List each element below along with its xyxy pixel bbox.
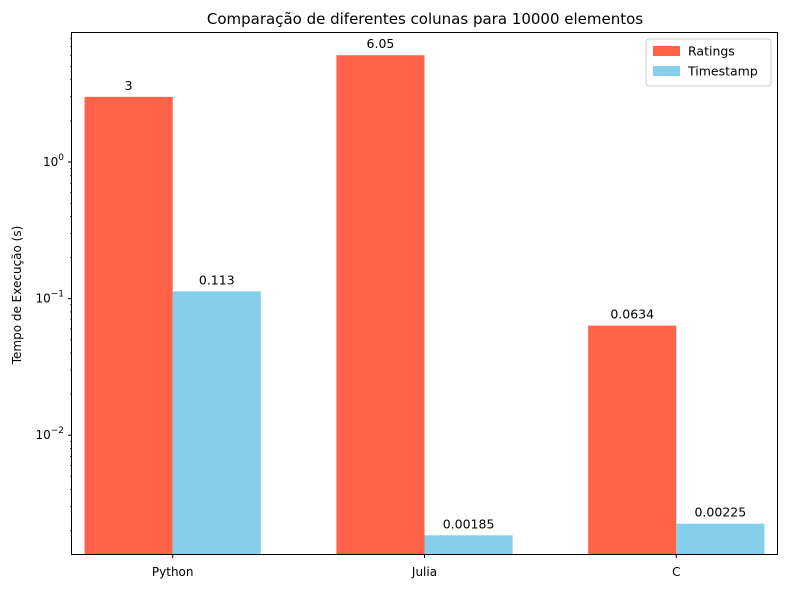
bars-group [84,55,765,555]
y-tick-label: 10−2 [35,426,64,442]
legend-label-ratings: Ratings [688,44,735,59]
y-axis: 10−2 10−1 100 [35,38,72,532]
bar-ratings-c [588,325,677,554]
x-tick-label: Python [152,565,194,579]
bar-value-label: 0.00225 [694,505,746,520]
bar-value-label: 0.113 [199,272,235,287]
x-tick-label: C [672,565,680,579]
plot-frame [71,32,778,555]
x-axis: Python Julia C [152,554,680,579]
bar-timestamp-c [676,523,765,554]
x-tick-label: Julia [411,565,437,579]
bar-value-label: 3 [125,78,133,93]
legend-swatch-ratings [653,46,680,56]
bar-value-label: 0.0634 [610,307,654,322]
chart-title: Comparação de diferentes colunas para 10… [207,10,643,28]
bar-value-label: 0.00185 [443,516,495,531]
bar-value-label: 6.05 [367,36,395,51]
legend: Ratings Timestamp [645,38,772,87]
y-tick-label: 100 [43,153,64,169]
bar-timestamp-julia [424,535,513,554]
legend-swatch-timestamp [653,66,680,76]
bar-ratings-python [84,96,173,554]
legend-label-timestamp: Timestamp [687,64,758,79]
bar-labels-group: 3 6.05 0.0634 0.113 0.00185 0.00225 [125,36,747,531]
y-tick-label: 10−1 [35,290,64,306]
bar-timestamp-python [172,291,261,554]
bar-ratings-julia [336,55,425,555]
y-axis-label: Tempo de Execução (s) [10,226,24,366]
